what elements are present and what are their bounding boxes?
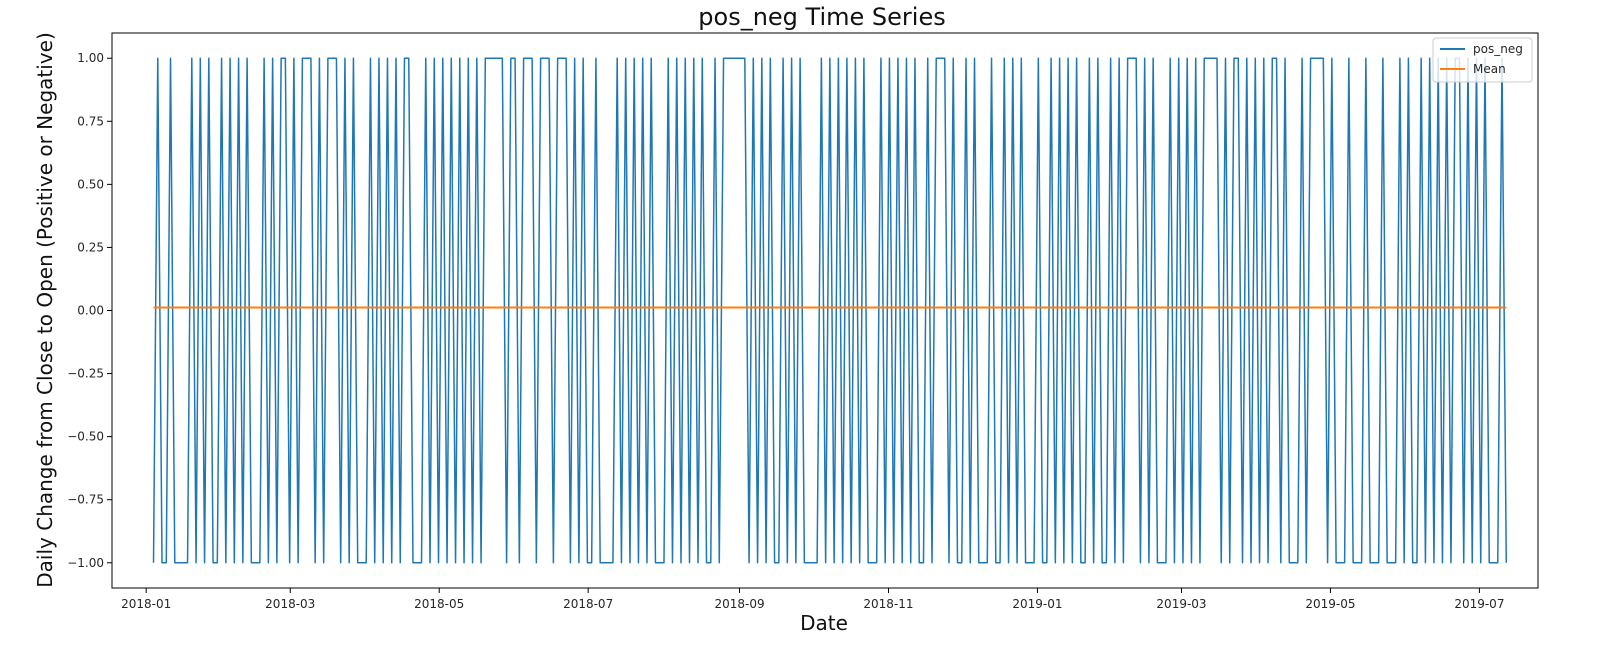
y-tick-label: 0.50 <box>77 177 104 191</box>
chart-title: pos_neg Time Series <box>698 3 945 31</box>
y-tick-label: −0.25 <box>67 367 104 381</box>
x-axis-title: Date <box>800 611 848 635</box>
x-tick-label: 2018-09 <box>714 597 764 611</box>
x-tick-label: 2018-03 <box>265 597 315 611</box>
y-tick-label: 0.75 <box>77 114 104 128</box>
y-tick-label: 1.00 <box>77 51 104 65</box>
y-tick-label: −0.75 <box>67 493 104 507</box>
y-tick-label: 0.00 <box>77 304 104 318</box>
series-line-pos-neg <box>152 57 1508 564</box>
legend-label-mean: Mean <box>1473 62 1506 76</box>
y-axis-title: Daily Change from Close to Open (Positiv… <box>33 32 57 587</box>
x-tick-label: 2019-07 <box>1454 597 1504 611</box>
x-tick-label: 2018-07 <box>563 597 613 611</box>
y-tick-label: −1.00 <box>67 556 104 570</box>
x-axis: 2018-01 2018-03 2018-05 2018-07 2018-09 2018-… <box>121 588 1504 611</box>
x-tick-label: 2019-03 <box>1156 597 1206 611</box>
y-tick-label: 0.25 <box>77 240 104 254</box>
x-tick-label: 2018-11 <box>863 597 913 611</box>
plot-area <box>152 57 1508 564</box>
x-tick-label: 2019-05 <box>1305 597 1355 611</box>
x-tick-label: 2018-05 <box>414 597 464 611</box>
y-axis: 1.00 0.75 0.50 0.25 0.00 −0.25 −0.50 −0.75 −1.00 <box>67 51 112 570</box>
legend: pos_neg Mean <box>1432 37 1533 83</box>
y-tick-label: −0.50 <box>67 430 104 444</box>
legend-label-pos-neg: pos_neg <box>1473 42 1523 56</box>
x-tick-label: 2019-01 <box>1012 597 1062 611</box>
x-tick-label: 2018-01 <box>121 597 171 611</box>
